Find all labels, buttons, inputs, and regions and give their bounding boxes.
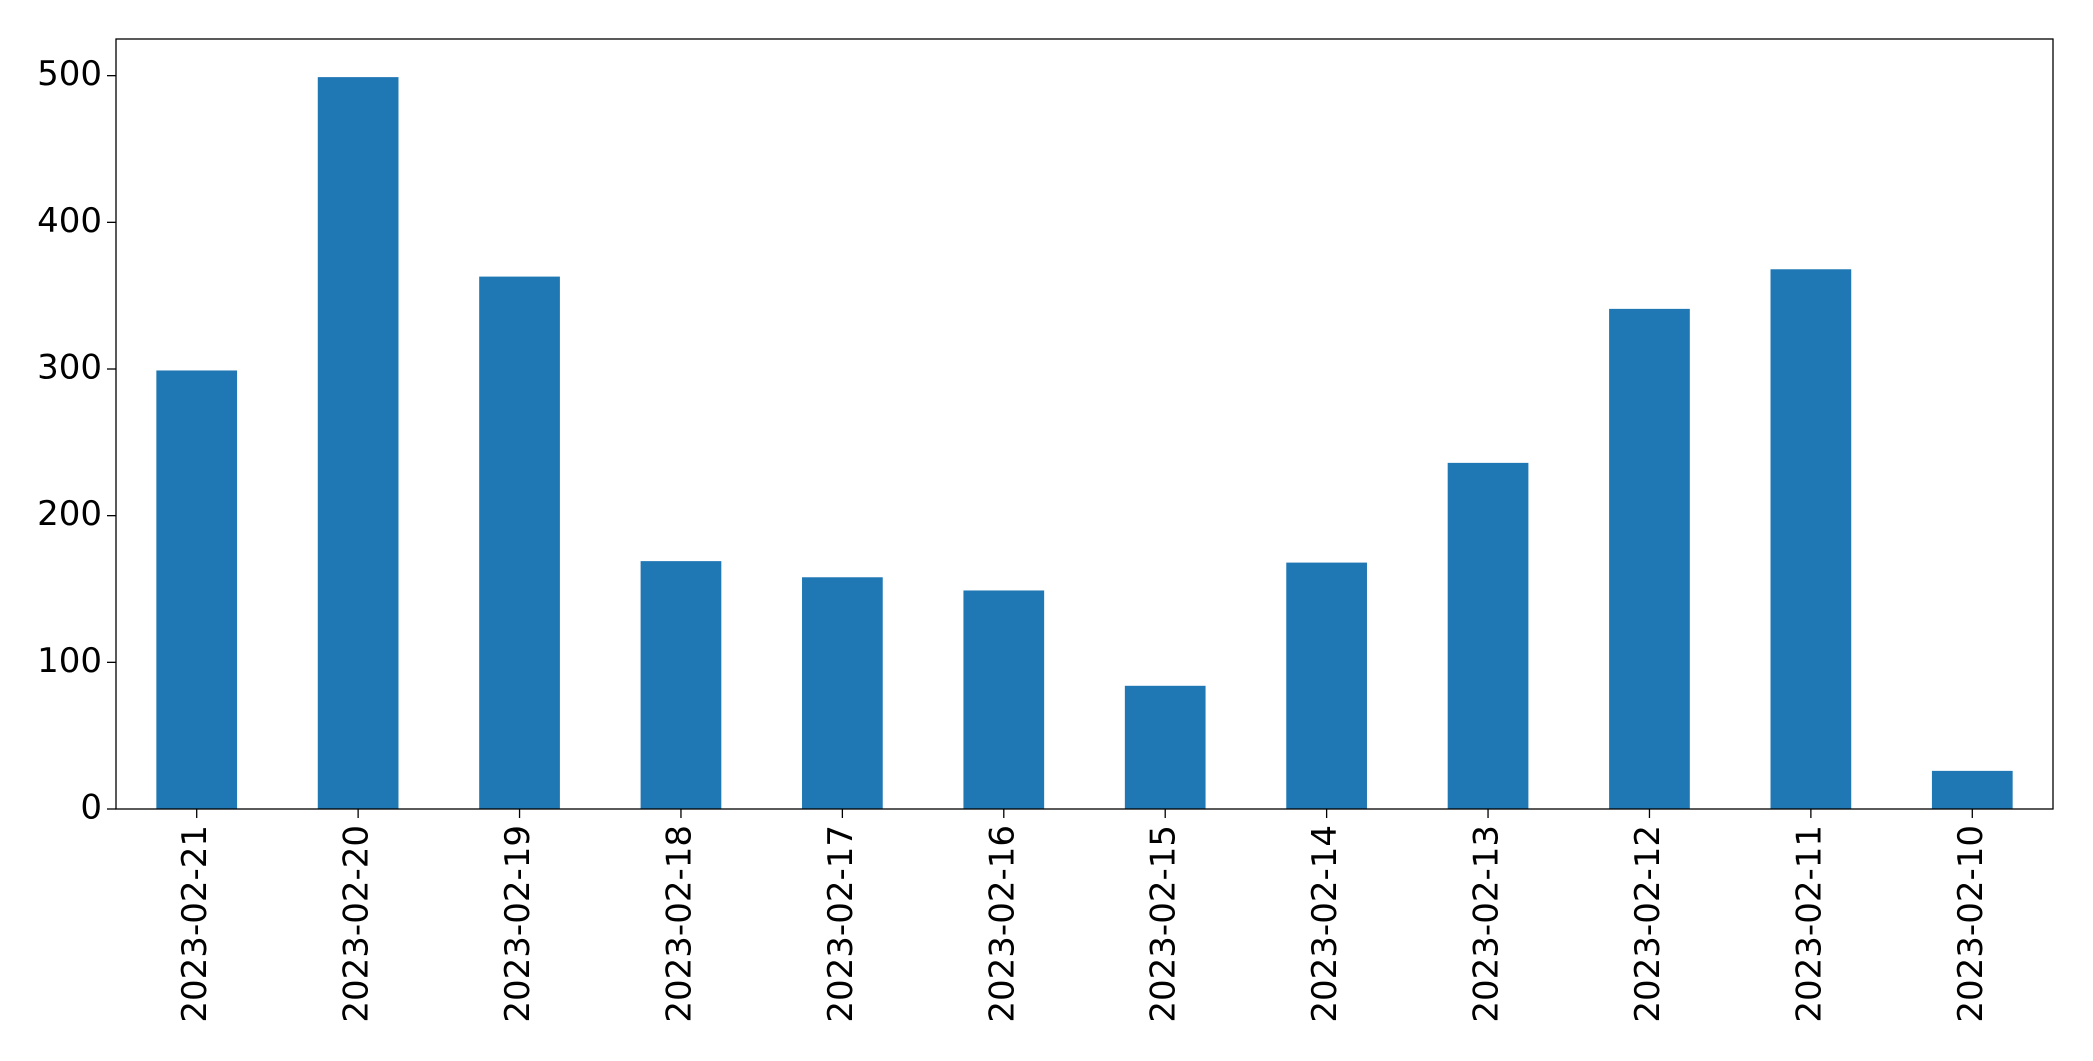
axes-frame	[115, 38, 2054, 810]
bar	[479, 276, 560, 810]
y-tick-label: 500	[37, 54, 102, 94]
bar	[1931, 770, 2013, 809]
bar	[1124, 685, 1206, 809]
bar	[1770, 269, 1852, 809]
x-tick-label: 2023-02-11	[1789, 825, 1829, 1023]
x-tick-label: 2023-02-16	[982, 825, 1022, 1023]
x-tick-label: 2023-02-19	[498, 825, 538, 1023]
x-tick-label: 2023-02-14	[1305, 825, 1345, 1023]
y-tick-label: 300	[37, 348, 102, 388]
y-tick-label: 400	[37, 201, 102, 241]
bar	[1286, 562, 1367, 809]
y-tick-label: 0	[80, 788, 102, 828]
x-tick-label: 2023-02-17	[821, 825, 861, 1023]
bar	[156, 370, 238, 809]
x-tick-label: 2023-02-20	[337, 825, 377, 1023]
bar	[963, 590, 1045, 809]
bar	[1447, 462, 1529, 809]
x-tick-label: 2023-02-13	[1467, 825, 1507, 1023]
y-tick-label: 200	[37, 494, 102, 534]
x-tick-label: 2023-02-15	[1144, 825, 1184, 1023]
x-tick-label: 2023-02-21	[175, 825, 215, 1023]
bar	[1609, 308, 1690, 809]
bar	[802, 577, 883, 809]
x-tick-label: 2023-02-10	[1951, 825, 1991, 1023]
bar	[640, 561, 722, 809]
bar	[317, 77, 399, 810]
y-tick-label: 100	[37, 641, 102, 681]
x-tick-label: 2023-02-18	[659, 825, 699, 1023]
x-tick-label: 2023-02-12	[1628, 825, 1668, 1023]
